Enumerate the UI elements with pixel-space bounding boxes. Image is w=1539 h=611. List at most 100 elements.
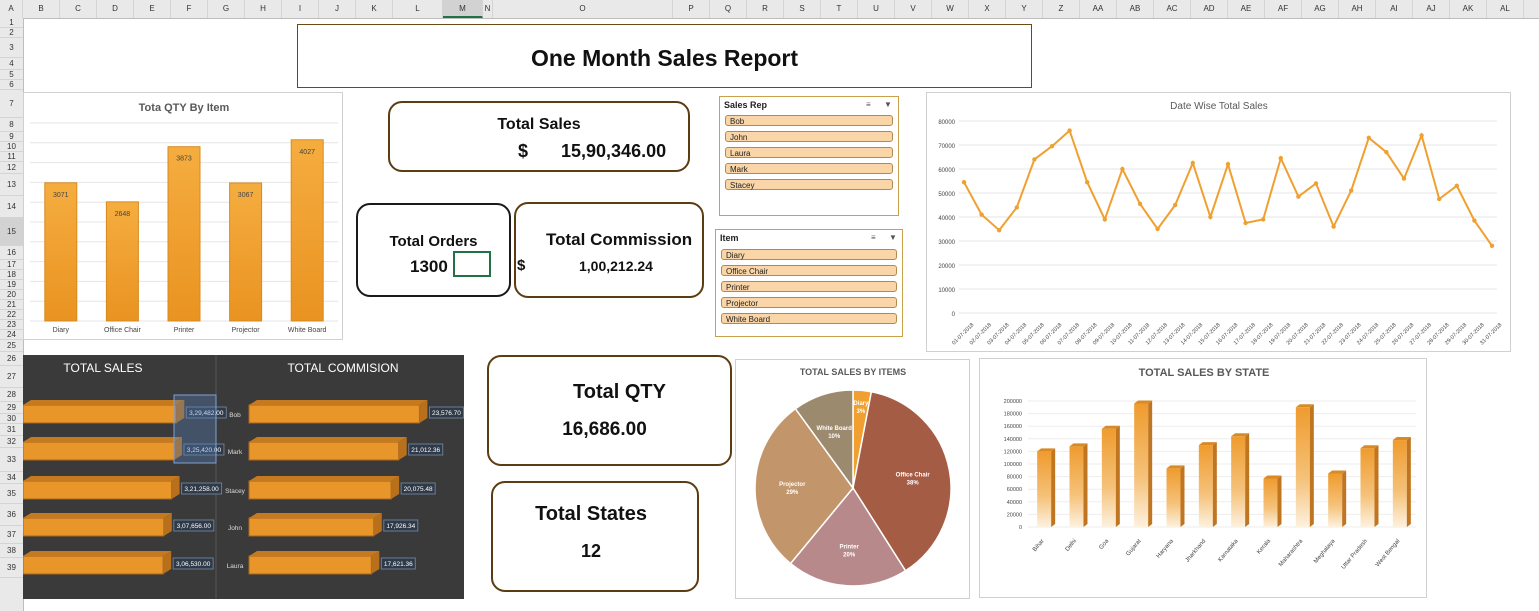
row-header-19[interactable]: 19 — [0, 280, 23, 290]
bar-haryana[interactable] — [1166, 468, 1181, 527]
date-wise-sales-chart[interactable]: Date Wise Total Sales 0 10000 20000 30000 400… — [926, 92, 1511, 352]
sales-rep-slicer[interactable]: Sales Rep ≡ ▼ Bob John Laura Mark Stacey — [719, 96, 899, 216]
row-header-20[interactable]: 20 — [0, 290, 23, 300]
column-header-K[interactable]: K — [356, 0, 393, 18]
column-header-Z[interactable]: Z — [1043, 0, 1080, 18]
column-header-T[interactable]: T — [821, 0, 858, 18]
column-header-E[interactable]: E — [134, 0, 171, 18]
row-header-3[interactable]: 3 — [0, 38, 23, 58]
sales-bar[interactable] — [22, 441, 175, 461]
bar-projector[interactable] — [229, 182, 263, 322]
bar-karnataka[interactable] — [1231, 436, 1246, 527]
column-header-AE[interactable]: AE — [1228, 0, 1265, 18]
column-header-AF[interactable]: AF — [1265, 0, 1302, 18]
column-header-AJ[interactable]: AJ — [1413, 0, 1450, 18]
data-point[interactable] — [1261, 217, 1266, 222]
bar-kerala[interactable] — [1263, 478, 1278, 527]
column-header-B[interactable]: B — [23, 0, 60, 18]
row-header-22[interactable]: 22 — [0, 310, 23, 320]
data-point[interactable] — [1401, 176, 1407, 181]
row-header-36[interactable]: 36 — [0, 504, 23, 526]
data-point[interactable] — [1137, 201, 1143, 206]
row-header-1[interactable]: 1 — [0, 18, 23, 28]
column-header-AH[interactable]: AH — [1339, 0, 1376, 18]
slicer-item-bob[interactable]: Bob — [725, 115, 893, 126]
column-header-C[interactable]: C — [60, 0, 97, 18]
column-header-AC[interactable]: AC — [1154, 0, 1191, 18]
column-header-AI[interactable]: AI — [1376, 0, 1413, 18]
sales-bar[interactable] — [22, 404, 177, 424]
column-header-AG[interactable]: AG — [1302, 0, 1339, 18]
series-line[interactable] — [963, 128, 1493, 247]
column-header-AA[interactable]: AA — [1080, 0, 1117, 18]
commission-bar[interactable] — [248, 404, 420, 424]
data-point[interactable] — [1173, 202, 1178, 208]
bar-bihar[interactable] — [1037, 451, 1052, 527]
pie-slice-printer[interactable] — [789, 486, 907, 587]
column-header-P[interactable]: P — [673, 0, 710, 18]
multi-select-icon[interactable]: ≡ — [871, 233, 876, 242]
data-point[interactable] — [1120, 166, 1125, 172]
column-header-F[interactable]: F — [171, 0, 208, 18]
bar-uttar-pradesh[interactable] — [1360, 448, 1375, 527]
row-header-4[interactable]: 4 — [0, 58, 23, 70]
bar-diary[interactable] — [44, 182, 78, 322]
column-header-R[interactable]: R — [747, 0, 784, 18]
commission-bar[interactable] — [248, 517, 375, 537]
row-header-7[interactable]: 7 — [0, 90, 23, 118]
slicer-item-stacey[interactable]: Stacey — [725, 179, 893, 190]
column-header-AL[interactable]: AL — [1487, 0, 1524, 18]
column-header-U[interactable]: U — [858, 0, 895, 18]
data-point[interactable] — [1419, 133, 1424, 138]
row-header-15[interactable]: 15 — [0, 218, 23, 246]
sales-by-state-chart[interactable]: TOTAL SALES BY STATE 0 20000 40000 60000 8000… — [979, 358, 1427, 598]
data-point[interactable] — [1313, 181, 1319, 186]
bar-delhi[interactable] — [1069, 446, 1084, 527]
data-point[interactable] — [1331, 224, 1336, 229]
bar-jharkhand[interactable] — [1198, 445, 1213, 527]
total-sales-card[interactable]: Total Sales $ 15,90,346.00 — [388, 101, 690, 172]
slicer-item-white-board[interactable]: White Board — [721, 313, 897, 324]
row-header-31[interactable]: 31 — [0, 424, 23, 436]
column-header-AD[interactable]: AD — [1191, 0, 1228, 18]
bar-west-bengal[interactable] — [1392, 440, 1407, 527]
data-point[interactable] — [1454, 183, 1459, 188]
row-header-6[interactable]: 6 — [0, 80, 23, 90]
total-commission-card[interactable]: Total Commission $ 1,00,212.24 — [514, 202, 704, 298]
bar-white-board[interactable] — [290, 139, 324, 322]
row-header-2[interactable]: 2 — [0, 28, 23, 38]
pie-slice-projector[interactable] — [754, 407, 854, 565]
column-header-L[interactable]: L — [393, 0, 443, 18]
column-header-AK[interactable]: AK — [1450, 0, 1487, 18]
commission-bar[interactable] — [248, 480, 392, 500]
row-header-5[interactable]: 5 — [0, 70, 23, 80]
row-header-21[interactable]: 21 — [0, 300, 23, 310]
column-header-I[interactable]: I — [282, 0, 319, 18]
data-point[interactable] — [1085, 180, 1090, 185]
data-point[interactable] — [1014, 205, 1019, 210]
row-header-17[interactable]: 17 — [0, 260, 23, 270]
slicer-item-projector[interactable]: Projector — [721, 297, 897, 308]
row-header-10[interactable]: 10 — [0, 142, 23, 152]
data-point[interactable] — [1437, 196, 1442, 202]
bar-meghalaya[interactable] — [1328, 473, 1343, 527]
row-header-28[interactable]: 28 — [0, 388, 23, 402]
row-header-34[interactable]: 34 — [0, 472, 23, 484]
bar-goa[interactable] — [1101, 428, 1116, 527]
column-header-A[interactable]: A — [0, 0, 23, 18]
sales-bar[interactable] — [22, 480, 173, 500]
total-states-card[interactable]: Total States 12 — [491, 481, 699, 592]
data-point[interactable] — [1208, 214, 1213, 220]
rep-bars-panel[interactable]: TOTAL SALES TOTAL COMMISION 3,29,482.00 3,2… — [22, 355, 464, 599]
row-header-25[interactable]: 25 — [0, 340, 23, 352]
clear-filter-icon[interactable]: ▼ — [884, 100, 892, 109]
data-point[interactable] — [1032, 157, 1037, 162]
row-header-30[interactable]: 30 — [0, 414, 23, 424]
row-header-9[interactable]: 9 — [0, 132, 23, 142]
data-point[interactable] — [1243, 220, 1248, 226]
row-header-38[interactable]: 38 — [0, 544, 23, 558]
sales-bar[interactable] — [22, 555, 164, 575]
column-header-V[interactable]: V — [895, 0, 932, 18]
multi-select-icon[interactable]: ≡ — [866, 100, 871, 109]
total-orders-card[interactable]: Total Orders 1300 — [356, 203, 511, 297]
